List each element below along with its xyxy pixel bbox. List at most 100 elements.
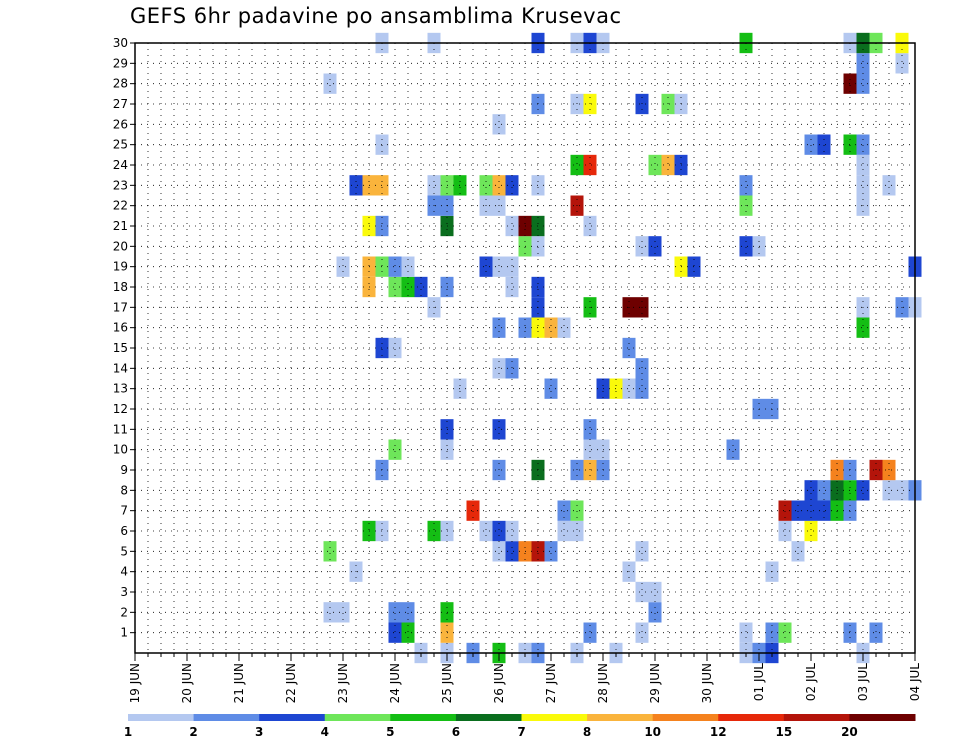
heatmap-cell: [648, 581, 662, 603]
y-tick-label: 7: [120, 504, 128, 518]
x-tick-label: 04 JUL: [908, 663, 922, 701]
heatmap-cell: [635, 358, 649, 379]
colorbar-bin: [324, 714, 391, 721]
heatmap-cell: [544, 541, 558, 562]
heatmap-cell: [336, 602, 350, 623]
y-tick-label: 11: [113, 422, 128, 436]
y-tick-label: 9: [120, 463, 128, 477]
y-tick-label: 27: [113, 97, 128, 111]
colorbar-label: 20: [841, 725, 858, 739]
y-tick-label: 8: [120, 483, 128, 497]
colorbar-label: 6: [452, 725, 460, 739]
heatmap-cell: [817, 500, 831, 521]
heatmap-cell: [570, 154, 584, 176]
heatmap-cell: [804, 500, 818, 521]
heatmap-cell: [505, 358, 519, 379]
heatmap-cell: [882, 480, 896, 501]
heatmap-cell: [622, 337, 636, 359]
x-tick-label: 27 JUN: [544, 663, 558, 703]
heatmap-cell: [791, 541, 805, 562]
heatmap-cell: [505, 541, 519, 562]
heatmap-cell: [635, 581, 649, 603]
x-tick-label: 23 JUN: [336, 663, 350, 703]
heatmap-cell: [648, 154, 662, 176]
x-axis: 19 JUN 20 JUN 21 JUN 22 JUN 23 JUN 24 JUN 25 J…: [128, 653, 922, 703]
y-tick-label: 13: [113, 382, 128, 396]
heatmap-cell: [817, 134, 831, 155]
x-tick-label: 22 JUN: [284, 663, 298, 703]
y-tick-label: 12: [113, 402, 128, 416]
heatmap-cell: [635, 236, 649, 257]
y-tick-label: 5: [120, 544, 128, 558]
y-tick-label: 14: [113, 361, 128, 375]
heatmap-cell: [466, 500, 480, 521]
heatmap-cell: [856, 73, 870, 94]
y-tick-label: 26: [113, 117, 128, 131]
x-tick-label: 26 JUN: [492, 663, 506, 703]
y-tick-label: 23: [113, 178, 128, 192]
colorbar-label: 4: [321, 725, 329, 739]
colorbar: 1 2 3 4 5 6 7 8 10 12 15 20: [124, 714, 916, 739]
heatmap-cell: [479, 520, 493, 542]
heatmap-cell: [401, 622, 415, 643]
heatmap-cell: [323, 602, 337, 623]
colorbar-bin: [587, 714, 654, 721]
colorbar-label: 5: [386, 725, 394, 739]
x-tick-label: 29 JUN: [648, 663, 662, 703]
heatmap-cell: [388, 622, 402, 643]
heatmap-cell: [479, 256, 493, 277]
chart-title: GEFS 6hr padavine po ansamblima Krusevac: [130, 4, 622, 28]
x-tick-label: 20 JUN: [180, 663, 194, 703]
heatmap-cell: [817, 480, 831, 501]
y-tick-label: 1: [120, 626, 128, 640]
heatmap-cell: [895, 480, 909, 501]
colorbar-label: 2: [189, 725, 197, 739]
heatmap-cell: [505, 175, 519, 196]
heatmap-cell: [882, 175, 896, 196]
colorbar-bin: [783, 714, 850, 721]
x-tick-label: 02 JUL: [804, 663, 818, 701]
colorbar-label: 1: [124, 725, 132, 739]
heatmap-cell: [856, 175, 870, 196]
y-tick-label: 30: [113, 36, 128, 50]
colorbar-bin: [390, 714, 457, 721]
heatmap-cell: [856, 134, 870, 155]
heatmap-cell: [388, 256, 402, 277]
heatmap-cell: [336, 256, 350, 277]
heatmap-cell: [739, 175, 753, 196]
y-axis: 1234567891011121314151617181920212223242…: [113, 36, 135, 640]
heatmap-cell: [388, 276, 402, 298]
heatmap-cell: [427, 175, 441, 196]
y-tick-label: 6: [120, 524, 128, 538]
y-tick-label: 25: [113, 138, 128, 152]
colorbar-label: 8: [583, 725, 591, 739]
colorbar-label: 7: [517, 725, 525, 739]
heatmap-cell: [739, 622, 753, 643]
colorbar-bin: [521, 714, 588, 721]
heatmap-cell: [505, 215, 519, 237]
colorbar-bin: [259, 714, 326, 721]
heatmap-cell: [804, 480, 818, 501]
y-tick-label: 15: [113, 341, 128, 355]
heatmap-cell: [804, 520, 818, 542]
heatmap-cell: [895, 53, 909, 74]
heatmap-cell: [791, 500, 805, 521]
heatmap-cell: [583, 439, 597, 460]
heatmap-cell: [323, 73, 337, 94]
x-tick-label: 21 JUN: [232, 663, 246, 703]
heatmap-cell: [401, 256, 415, 277]
heatmap-cell: [648, 602, 662, 623]
y-tick-label: 16: [113, 321, 128, 335]
colorbar-bin: [193, 714, 260, 721]
heatmap-cell: [570, 500, 584, 521]
y-tick-label: 17: [113, 300, 128, 314]
heatmap-cell: [557, 317, 571, 338]
heatmap-cell: [622, 378, 636, 399]
heatmap-cell: [492, 358, 506, 379]
heatmap-cell: [856, 480, 870, 501]
heatmap-cell: [401, 276, 415, 298]
heatmap-cell: [778, 622, 792, 643]
colorbar-bin: [718, 714, 785, 721]
heatmap-cell: [505, 276, 519, 298]
